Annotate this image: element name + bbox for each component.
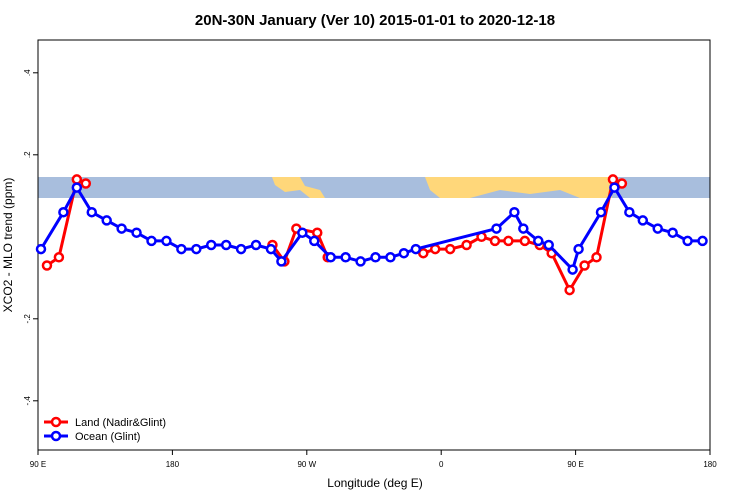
data-point bbox=[667, 227, 678, 238]
data-point bbox=[41, 260, 53, 271]
data-point bbox=[53, 252, 65, 263]
data-point bbox=[624, 206, 635, 218]
data-point bbox=[116, 223, 127, 234]
data-point bbox=[191, 243, 202, 255]
data-point bbox=[444, 243, 456, 255]
x-axis-label: Longitude (deg E) bbox=[327, 476, 422, 490]
legend-marker bbox=[50, 416, 62, 428]
data-point bbox=[235, 243, 247, 255]
data-point bbox=[595, 206, 607, 218]
data-point bbox=[579, 260, 590, 271]
data-point bbox=[297, 227, 308, 238]
data-point bbox=[591, 252, 602, 263]
legend-label: Land (Nadir&Glint) bbox=[75, 417, 166, 429]
data-point bbox=[607, 174, 619, 185]
data-point bbox=[71, 182, 83, 193]
y-axis-label: XCO2 - MLO trend (ppm) bbox=[1, 178, 15, 313]
data-point bbox=[340, 252, 351, 263]
data-point bbox=[533, 235, 544, 247]
y-tick-label: .2 bbox=[23, 151, 32, 158]
data-point bbox=[697, 235, 708, 247]
x-tick-label: 0 bbox=[439, 460, 444, 469]
data-point bbox=[131, 227, 142, 238]
x-tick-label: 90 E bbox=[567, 460, 583, 469]
data-point bbox=[682, 235, 693, 247]
data-point bbox=[567, 264, 578, 275]
x-tick-label: 90 W bbox=[297, 460, 316, 469]
data-point bbox=[489, 235, 501, 247]
data-point bbox=[35, 243, 47, 255]
data-point bbox=[370, 252, 381, 263]
data-point bbox=[80, 178, 92, 189]
legend-marker bbox=[50, 430, 62, 442]
data-point bbox=[609, 182, 620, 193]
legend-label: Ocean (Glint) bbox=[75, 431, 140, 443]
data-point bbox=[325, 252, 336, 263]
data-point bbox=[220, 239, 232, 251]
data-point bbox=[491, 223, 502, 234]
map-strip bbox=[38, 177, 710, 198]
data-point bbox=[418, 247, 429, 259]
data-point bbox=[461, 239, 472, 251]
data-point bbox=[71, 174, 83, 185]
data-point bbox=[276, 256, 287, 267]
data-point bbox=[564, 284, 575, 296]
data-point bbox=[616, 178, 628, 189]
data-point bbox=[519, 235, 531, 247]
data-point bbox=[509, 206, 520, 218]
x-tick-label: 90 E bbox=[30, 460, 46, 469]
data-point bbox=[101, 215, 112, 226]
data-point bbox=[503, 235, 514, 247]
data-point bbox=[250, 239, 262, 251]
plot-frame bbox=[37, 39, 711, 451]
data-point bbox=[205, 239, 217, 251]
x-tick-label: 180 bbox=[703, 460, 717, 469]
data-point bbox=[652, 223, 663, 234]
data-point bbox=[543, 239, 554, 251]
y-tick-label: -.4 bbox=[23, 396, 32, 406]
data-point bbox=[573, 243, 584, 255]
data-point bbox=[398, 247, 410, 259]
data-point bbox=[176, 243, 187, 255]
y-tick-label: .4 bbox=[23, 69, 32, 76]
data-point bbox=[518, 223, 529, 234]
data-point bbox=[86, 206, 98, 218]
data-point bbox=[385, 252, 396, 263]
data-point bbox=[637, 215, 649, 226]
data-point bbox=[265, 243, 277, 255]
chart-title: 20N-30N January (Ver 10) 2015-01-01 to 2… bbox=[195, 12, 555, 29]
data-point bbox=[146, 235, 157, 247]
y-tick-label: -.2 bbox=[23, 314, 32, 324]
x-tick-label: 180 bbox=[166, 460, 180, 469]
data-point bbox=[355, 256, 366, 267]
data-point bbox=[58, 206, 69, 218]
data-point bbox=[410, 243, 422, 255]
data-point bbox=[309, 235, 320, 247]
data-point bbox=[161, 235, 172, 247]
data-point bbox=[312, 227, 323, 238]
